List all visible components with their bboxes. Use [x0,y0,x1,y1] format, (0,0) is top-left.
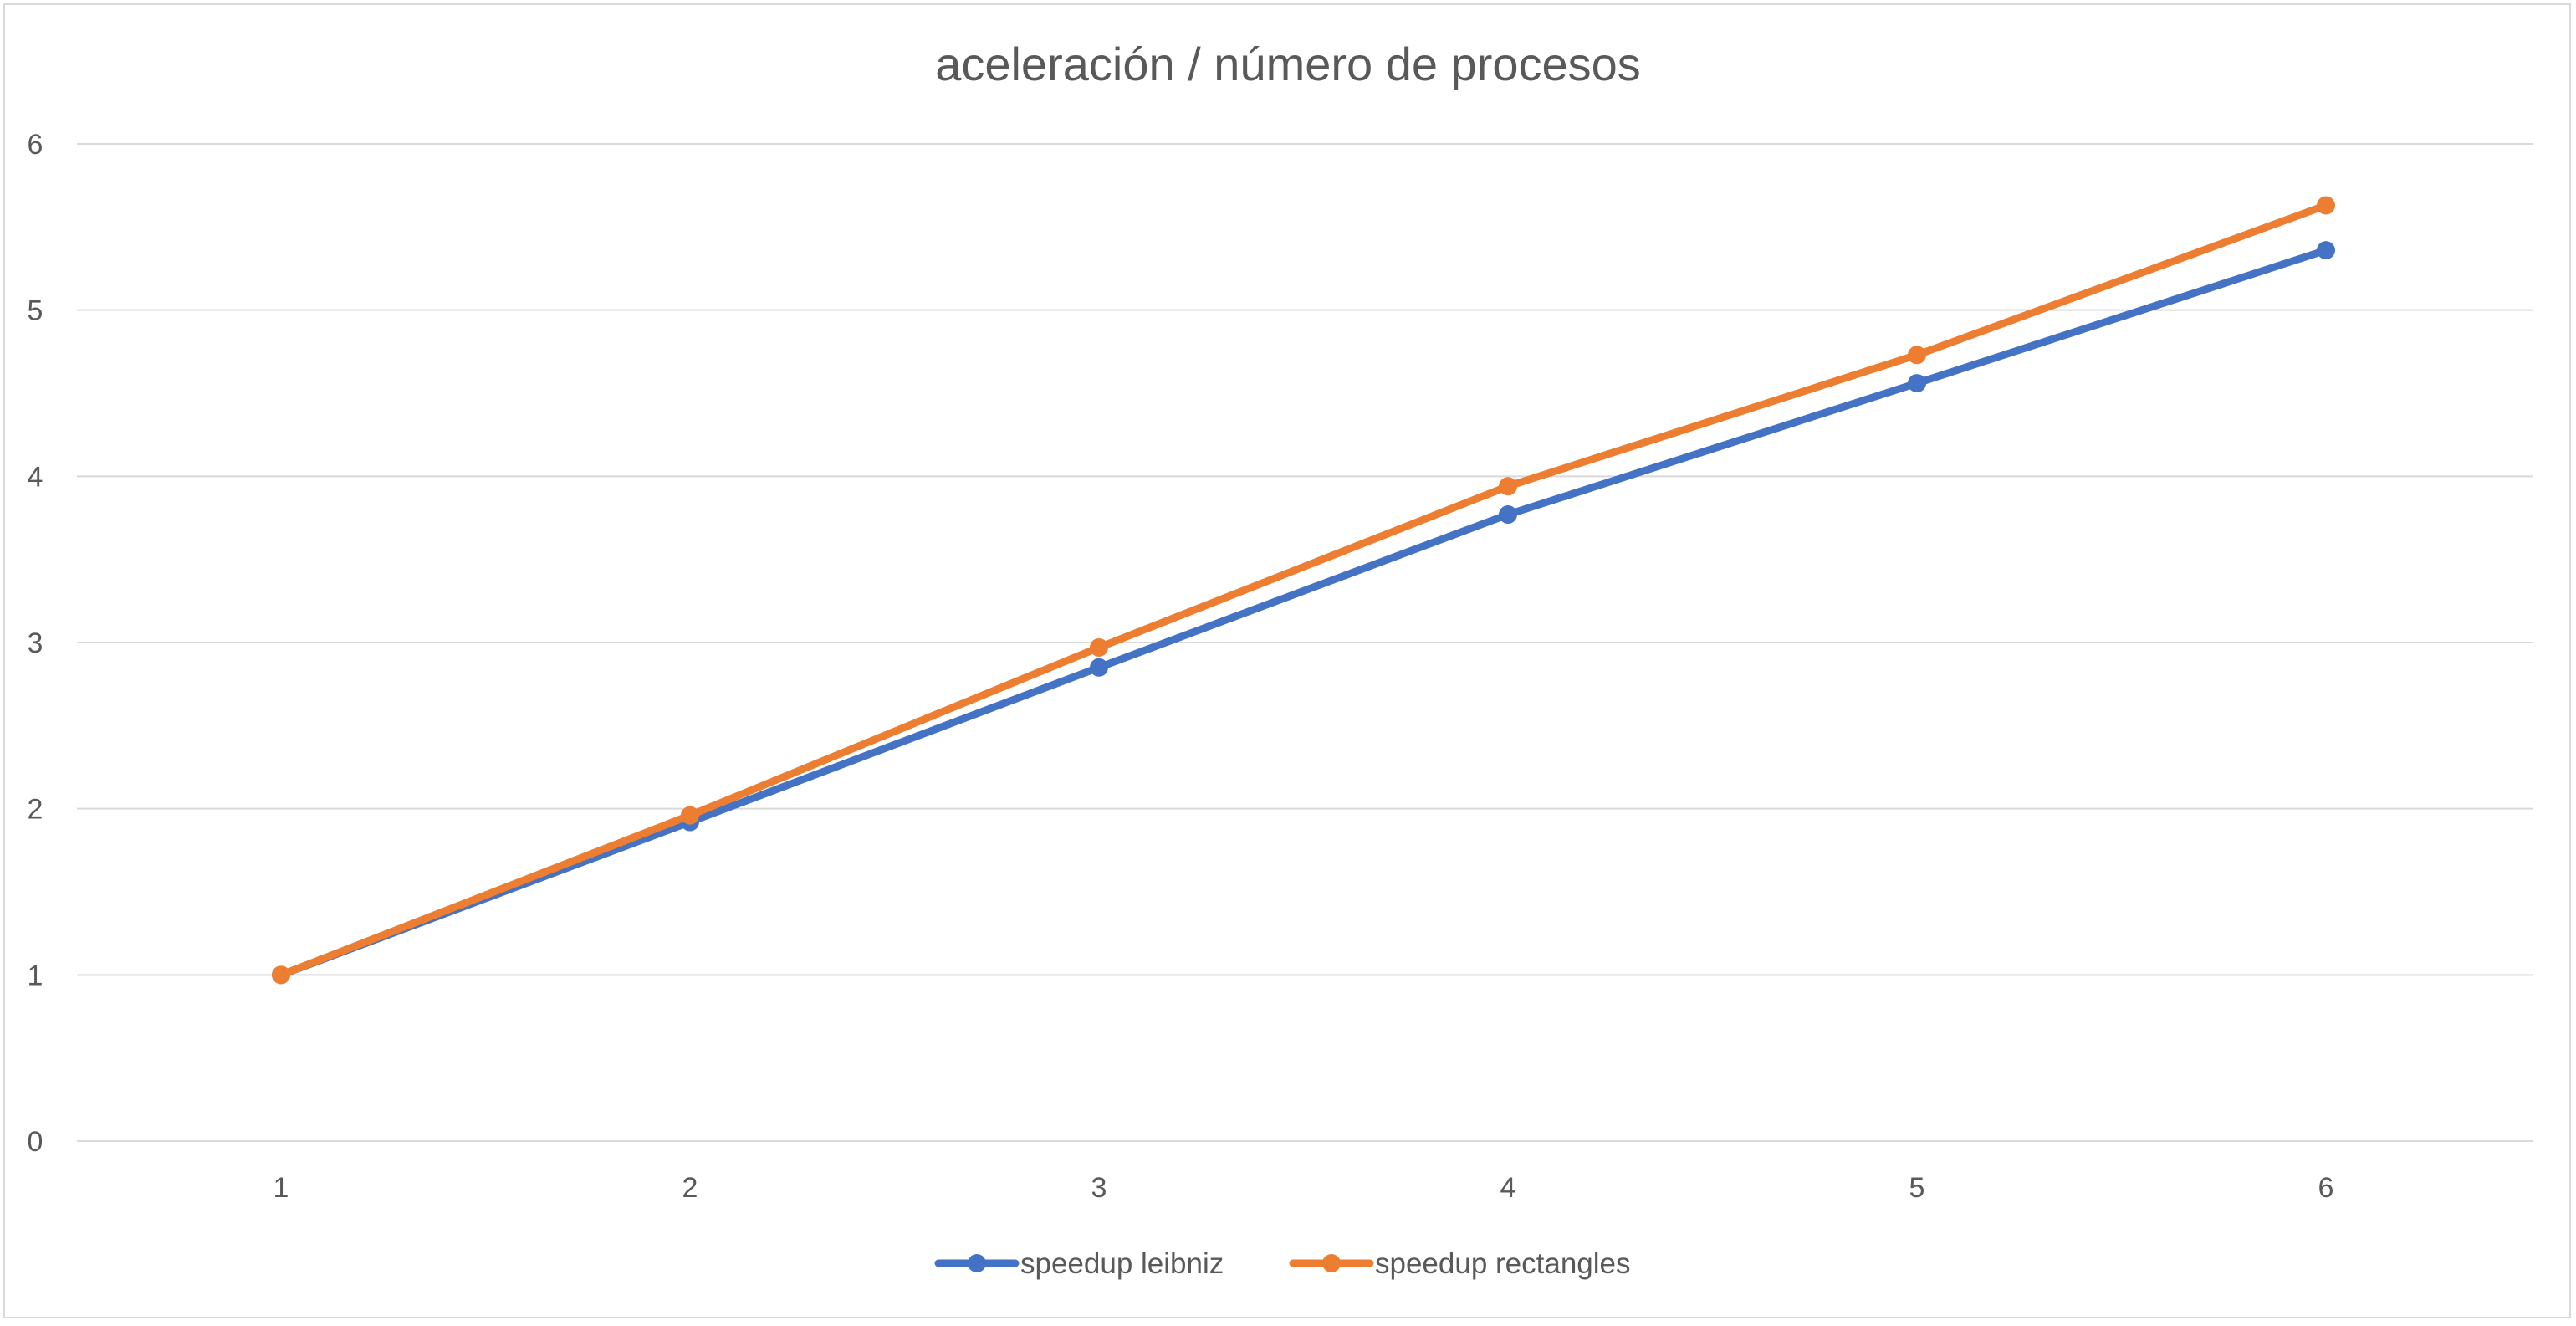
data-point [272,965,290,985]
y-tick-label: 1 [28,960,43,991]
series-speedup-leibniz [272,241,2335,985]
y-tick-label: 0 [28,1126,43,1158]
chart-title: aceleración / número de procesos [935,38,1641,90]
legend-point-marker [968,1254,986,1272]
legend-label: speedup rectangles [1375,1247,1631,1280]
x-tick-label: 4 [1500,1172,1516,1204]
gridlines [77,143,2533,1142]
y-tick-label: 3 [28,627,43,659]
data-point [2317,241,2335,260]
legend-item: speedup leibniz [934,1247,1224,1280]
data-point [1499,477,1517,496]
y-axis-tick-labels: 0 1 2 3 4 5 6 [28,129,43,1158]
x-tick-label: 2 [682,1172,698,1204]
series-line [277,246,2330,979]
data-point [2317,196,2335,215]
data-point [681,806,699,825]
legend-item: speedup rectangles [1289,1247,1631,1280]
y-tick-label: 4 [28,461,43,493]
x-axis-tick-labels: 1 2 3 4 5 6 [273,1172,2334,1204]
series-speedup-rectangles [272,196,2335,985]
data-point [1090,658,1108,677]
legend-label: speedup leibniz [1020,1247,1224,1280]
legend: speedup leibniz speedup rectangles [934,1247,1631,1280]
data-point [1090,637,1108,657]
series-line [277,202,2330,979]
series-lines [272,196,2335,985]
y-tick-label: 5 [28,295,43,327]
x-tick-label: 6 [2318,1172,2334,1204]
data-point [1908,374,1926,393]
data-point [1499,505,1517,525]
y-tick-label: 2 [28,794,43,826]
x-tick-label: 1 [273,1172,289,1204]
x-tick-label: 5 [1909,1172,1925,1204]
chart-frame [3,3,2571,1318]
data-point [1908,346,1926,365]
x-tick-label: 3 [1091,1172,1107,1204]
y-tick-label: 6 [28,129,43,161]
legend-point-marker [1322,1254,1341,1272]
